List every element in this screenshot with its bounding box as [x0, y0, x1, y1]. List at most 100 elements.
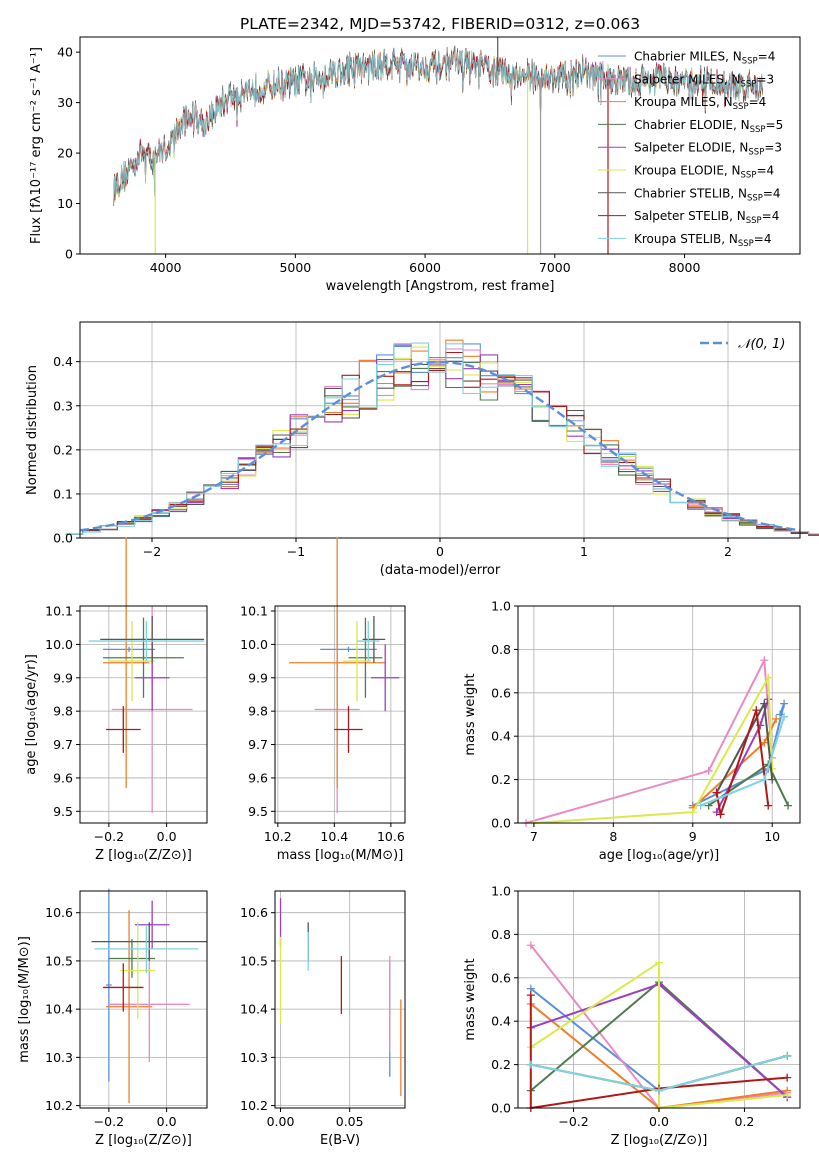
residuals-ytick-label-0: 0.0: [53, 531, 73, 546]
age_vs_mass-point-0: [320, 646, 377, 653]
weight_vs_age-ytick-label-0: 0.0: [491, 816, 511, 831]
age_vs_mass-xtick-label-1: 10.4: [320, 829, 348, 844]
mass_vs_Z-ytick-label-2: 10.4: [45, 1002, 73, 1017]
figure-title: PLATE=2342, MJD=53742, FIBERID=0312, z=0…: [240, 15, 640, 33]
weight_vs_Z-panel: −0.2 0.0 0.2 0.0 0.2 0.4 0.6 0.8 1.0 Z [log₁₀(Z/Z…: [463, 884, 801, 1148]
age_vs_Z-point-3: [103, 617, 184, 698]
age_vs_Z-xtick-label-1: 0.0: [157, 829, 177, 844]
age_vs_Z-point-5: [108, 621, 156, 702]
age_vs_Z-xlabel: Z [log₁₀(Z/Z⊙)]: [95, 848, 192, 863]
mass_vs_ebv-ytick-label-1: 10.3: [240, 1050, 268, 1065]
mass_vs_Z-ytick-label-3: 10.5: [45, 953, 73, 968]
mass_vs_Z-point-6: [91, 922, 207, 961]
weight_vs_Z-xtick-label-1: 0.0: [649, 1114, 669, 1129]
weight_vs_age-marker-5-1: [688, 808, 697, 817]
legend-subscript-2: SSP: [733, 102, 749, 112]
age_vs_mass-ytick-label-2: 9.7: [248, 737, 268, 752]
residuals-xtick-label-3: 1: [580, 544, 588, 559]
legend-label-8: Kroupa STELIB, NSSP=4: [634, 232, 772, 249]
weight_vs_age-marker-1-2: [760, 656, 769, 665]
legend-subscript-4: SSP: [748, 148, 764, 158]
weight_vs_age-xtick-label-3: 10: [764, 829, 780, 844]
weight_vs_Z-ylabel: mass weight: [463, 958, 478, 1040]
age_vs_Z-point-6: [100, 616, 205, 663]
weight_vs_age-marker-8-0: [696, 801, 705, 810]
mass_vs_ebv-ytick-label-0: 10.2: [240, 1098, 268, 1113]
mass_vs_Z-point-4: [134, 900, 170, 949]
mass_vs_ebv-ytick-label-3: 10.5: [240, 953, 268, 968]
mass_vs_Z-point-0: [105, 888, 112, 1082]
weight_vs_age-marker-8-2: [780, 712, 789, 721]
mass_vs_Z-point-3: [108, 939, 156, 978]
legend-label-0: Chabrier MILES, NSSP=4: [634, 50, 775, 67]
weight_vs_Z-marker-7-3: [783, 1073, 792, 1082]
gaussian-legend-label: 𝒩(0, 1): [738, 337, 785, 352]
spectrum-series-8: [113, 49, 763, 203]
weight_vs_Z-xlabel: Z [log₁₀(Z/Z⊙)]: [611, 1133, 708, 1148]
mass_vs_Z-xtick-label-1: 0.0: [157, 1114, 177, 1129]
spectrum-frame: [79, 36, 801, 255]
spectrum-xtick-label-3: 7000: [539, 260, 571, 275]
age_vs_mass-point-6: [362, 616, 386, 663]
weight_vs_Z-plot-area: [526, 941, 792, 1112]
weight_vs_Z-marker-5-1: [655, 958, 663, 967]
weight_vs_age-marker-8-1: [760, 775, 769, 784]
histogram-series-8: [65, 342, 819, 535]
weight_vs_age-marker-6-2: [768, 775, 777, 784]
weight_vs_Z-xtick-label-2: 0.2: [735, 1114, 755, 1129]
mass_vs_Z-ytick-label-0: 10.2: [45, 1098, 73, 1113]
residuals-xtick-label-2: 0: [436, 544, 444, 559]
weight_vs_age-marker-7-2: [752, 706, 761, 715]
gaussian-curve: [79, 360, 801, 532]
spectrum-ytick-label-4: 40: [57, 45, 73, 60]
weight_vs_age-marker-0-2: [780, 699, 789, 708]
spectrum-xtick-label-1: 5000: [279, 260, 311, 275]
weight_vs_Z-ytick-label-3: 0.6: [491, 970, 511, 985]
age_vs_mass-point-8: [356, 621, 380, 662]
legend-count-6: =4: [763, 186, 781, 200]
spectrum-xtick-label-0: 4000: [150, 260, 182, 275]
age_vs_Z-point-8: [88, 621, 205, 662]
age_vs_Z-ytick-label-0: 9.5: [53, 804, 73, 819]
mass_vs_Z-panel: −0.2 0.0 10.2 10.3 10.4 10.5 10.6 Z [log₁₀(Z/Z⊙…: [17, 888, 208, 1148]
age_vs_Z-ytick-label-5: 10.0: [45, 637, 73, 652]
spectrum-ytick-label-0: 0: [65, 247, 73, 262]
legend-subscript-7: SSP: [746, 216, 762, 226]
legend-subscript-3: SSP: [750, 125, 766, 135]
legend-count-3: =5: [766, 118, 784, 132]
spectrum-ytick-label-2: 20: [57, 146, 73, 161]
weight_vs_age-frame: [517, 605, 801, 824]
mass_vs_Z-xtick-label-0: −0.2: [94, 1114, 124, 1129]
mass_vs_ebv-xtick-label-1: 0.05: [336, 1114, 364, 1129]
spectrum-xtick-label-2: 6000: [409, 260, 441, 275]
weight_vs_age-series-5: [533, 674, 774, 824]
weight_vs_Z-ytick-label-1: 0.2: [491, 1057, 511, 1072]
mass_vs_ebv-panel: 0.00 0.05 10.2 10.3 10.4 10.5 10.6 E(B-V): [240, 890, 406, 1148]
weight_vs_age-ytick-label-5: 1.0: [491, 599, 511, 614]
weight_vs_Z-marker-5-3: [783, 1090, 792, 1099]
weight_vs_Z-marker-8-0: [526, 1060, 535, 1069]
mass_vs_Z-point-7: [103, 963, 144, 1012]
age_vs_mass-ytick-label-3: 9.8: [248, 704, 268, 719]
legend-label-4: Salpeter ELODIE, NSSP=3: [634, 141, 782, 158]
age_vs_Z-xtick-label-0: −0.2: [94, 829, 124, 844]
residuals-plot-area: [65, 339, 819, 536]
age_vs_Z-panel: −0.2 0.0 9.5 9.6 9.7 9.8 9.9 10.0 10.1 Z [log₁₀(Z…: [24, 537, 208, 863]
mass_vs_ebv-ytick-label-4: 10.6: [240, 905, 268, 920]
weight_vs_Z-xtick-label-0: −0.2: [558, 1114, 588, 1129]
age_vs_mass-point-7: [334, 706, 363, 753]
weight_vs_age-xtick-label-1: 8: [609, 829, 617, 844]
spectrum-xtick-label-4: 8000: [669, 260, 701, 275]
age_vs_mass-plot-area: [289, 537, 400, 813]
age_vs_Z-point-0: [103, 646, 156, 653]
spectrum-legend: Chabrier MILES, NSSP=4 Salpeter MILES, NS…: [598, 50, 783, 249]
mass_vs_ebv-xtick-label-0: 0.00: [267, 1114, 295, 1129]
weight_vs_age-xtick-label-0: 7: [530, 829, 538, 844]
age_vs_Z-point-2: [103, 537, 150, 788]
legend-label-1: Salpeter MILES, NSSP=3: [634, 72, 774, 89]
weight_vs_age-ytick-label-3: 0.6: [491, 685, 511, 700]
weight_vs_age-ytick-label-4: 0.8: [491, 642, 511, 657]
age_vs_mass-ytick-label-1: 9.6: [248, 770, 268, 785]
weight_vs_age-ylabel: mass weight: [463, 673, 478, 755]
age_vs_Z-ytick-label-3: 9.8: [53, 704, 73, 719]
